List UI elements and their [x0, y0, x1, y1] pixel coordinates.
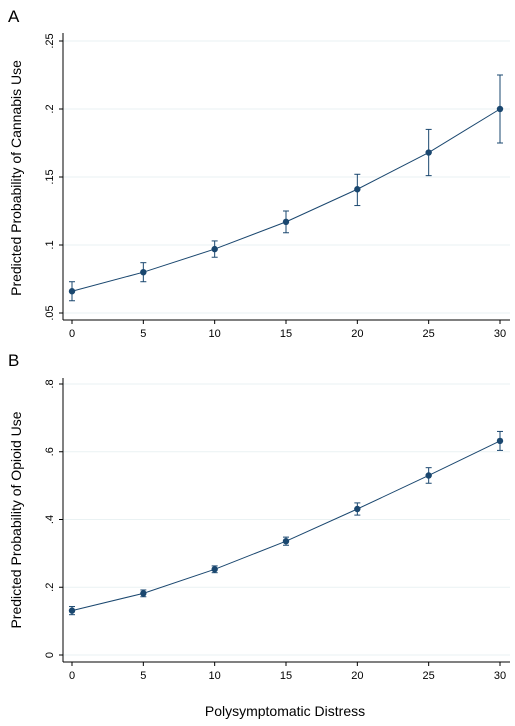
panel-a-data-point — [282, 218, 290, 226]
panel-b-data-point — [425, 472, 432, 479]
panel-a-data-point — [496, 105, 504, 113]
panel-b-data-point — [68, 607, 76, 614]
panel-a-x-tick-label: 10 — [209, 328, 221, 340]
panel-b-y-axis-title: Predicted Probability of Opioid Use — [8, 411, 24, 628]
panel-a-x-tick-label: 15 — [280, 328, 292, 340]
panel-b-data-point — [496, 437, 504, 445]
panel-b-series — [68, 430, 504, 616]
panel-a-data-point — [211, 245, 218, 253]
panel-b-axes: 0 .2 .4 .6 .8 0 5 10 15 20 25 30 — [44, 378, 510, 682]
panel-a-series — [68, 74, 504, 302]
panel-a-data-point — [68, 288, 76, 295]
panel-a-x-tick-label: 30 — [494, 328, 506, 340]
panel-b: B 0 .2 .4 .6 .8 0 5 10 15 20 25 30 Predicted Probab… — [8, 351, 510, 682]
panel-a: A .05 .1 .15 .2 .25 0 5 10 15 20 25 30 Predicted Pr… — [8, 7, 510, 340]
panel-a-series-line — [71, 108, 501, 292]
panel-b-x-tick-label: 30 — [494, 670, 506, 682]
panel-a-letter: A — [8, 7, 20, 26]
panel-a-y-tick-label: .15 — [44, 169, 56, 184]
panel-a-y-axis-title: Predicted Probability of Cannabis Use — [8, 60, 24, 296]
panel-b-x-tick-label: 15 — [280, 670, 292, 682]
panel-a-data-point — [425, 149, 432, 156]
panel-a-data-point — [354, 186, 361, 193]
panel-b-y-tick-label: .8 — [44, 379, 56, 388]
panel-a-gridlines — [63, 40, 510, 314]
panel-a-y-tick-label: .2 — [44, 104, 56, 113]
panel-b-x-tick-label: 0 — [69, 670, 75, 682]
panel-b-x-tick-label: 20 — [351, 670, 363, 682]
panel-b-x-tick-label: 5 — [140, 670, 146, 682]
panel-b-y-tick-label: .6 — [44, 447, 56, 456]
panel-b-x-tick-label: 10 — [209, 670, 221, 682]
panel-a-y-tick-label: .25 — [44, 33, 56, 48]
panel-b-data-point — [354, 505, 361, 513]
shared-x-axis-title: Polysymptomatic Distress — [205, 703, 365, 719]
panel-a-y-tick-label: .05 — [44, 305, 56, 320]
panel-b-data-point — [211, 566, 218, 573]
panel-a-y-tick-label: .1 — [44, 240, 56, 249]
panel-a-x-tick-label: 0 — [69, 328, 75, 340]
panel-b-data-point — [140, 590, 147, 597]
panel-b-series-line — [71, 440, 501, 612]
panel-b-y-tick-label: .2 — [44, 583, 56, 592]
panel-b-y-tick-label: 0 — [44, 652, 56, 658]
panel-b-gridlines — [63, 383, 510, 656]
panel-b-y-tick-label: .4 — [44, 515, 56, 524]
panel-b-data-point — [282, 537, 290, 545]
panel-a-x-tick-label: 20 — [351, 328, 363, 340]
panel-b-letter: B — [8, 351, 19, 370]
panel-a-x-tick-label: 5 — [140, 328, 146, 340]
panel-a-x-tick-label: 25 — [423, 328, 435, 340]
panel-a-axes: .05 .1 .15 .2 .25 0 5 10 15 20 25 30 — [44, 33, 510, 340]
panel-a-data-point — [140, 269, 147, 276]
panel-b-x-tick-label: 25 — [423, 670, 435, 682]
